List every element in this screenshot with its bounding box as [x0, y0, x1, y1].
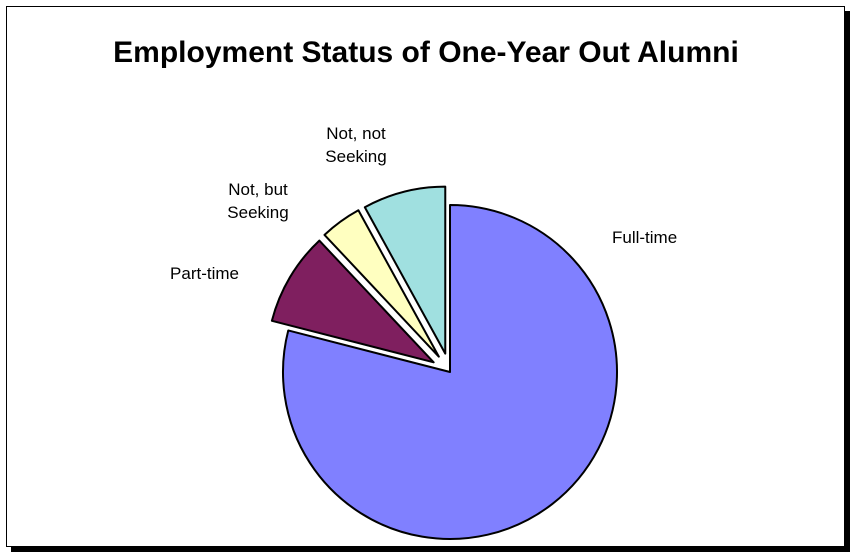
pie-slice-not-but-seeking	[323, 209, 440, 358]
slice-label-full-time: Full-time	[612, 228, 677, 247]
chart-title: Employment Status of One-Year Out Alumni	[113, 36, 739, 69]
slice-label-part-time: Part-time	[170, 264, 239, 283]
pie-slice-full-time	[282, 204, 618, 540]
slice-label-not-not-seeking: Not, not Seeking	[325, 124, 386, 166]
pie-slice-part-time	[270, 239, 435, 364]
pie-slice-not-not-seeking	[363, 185, 447, 355]
slice-label-not-but-seeking: Not, but Seeking	[227, 180, 288, 222]
